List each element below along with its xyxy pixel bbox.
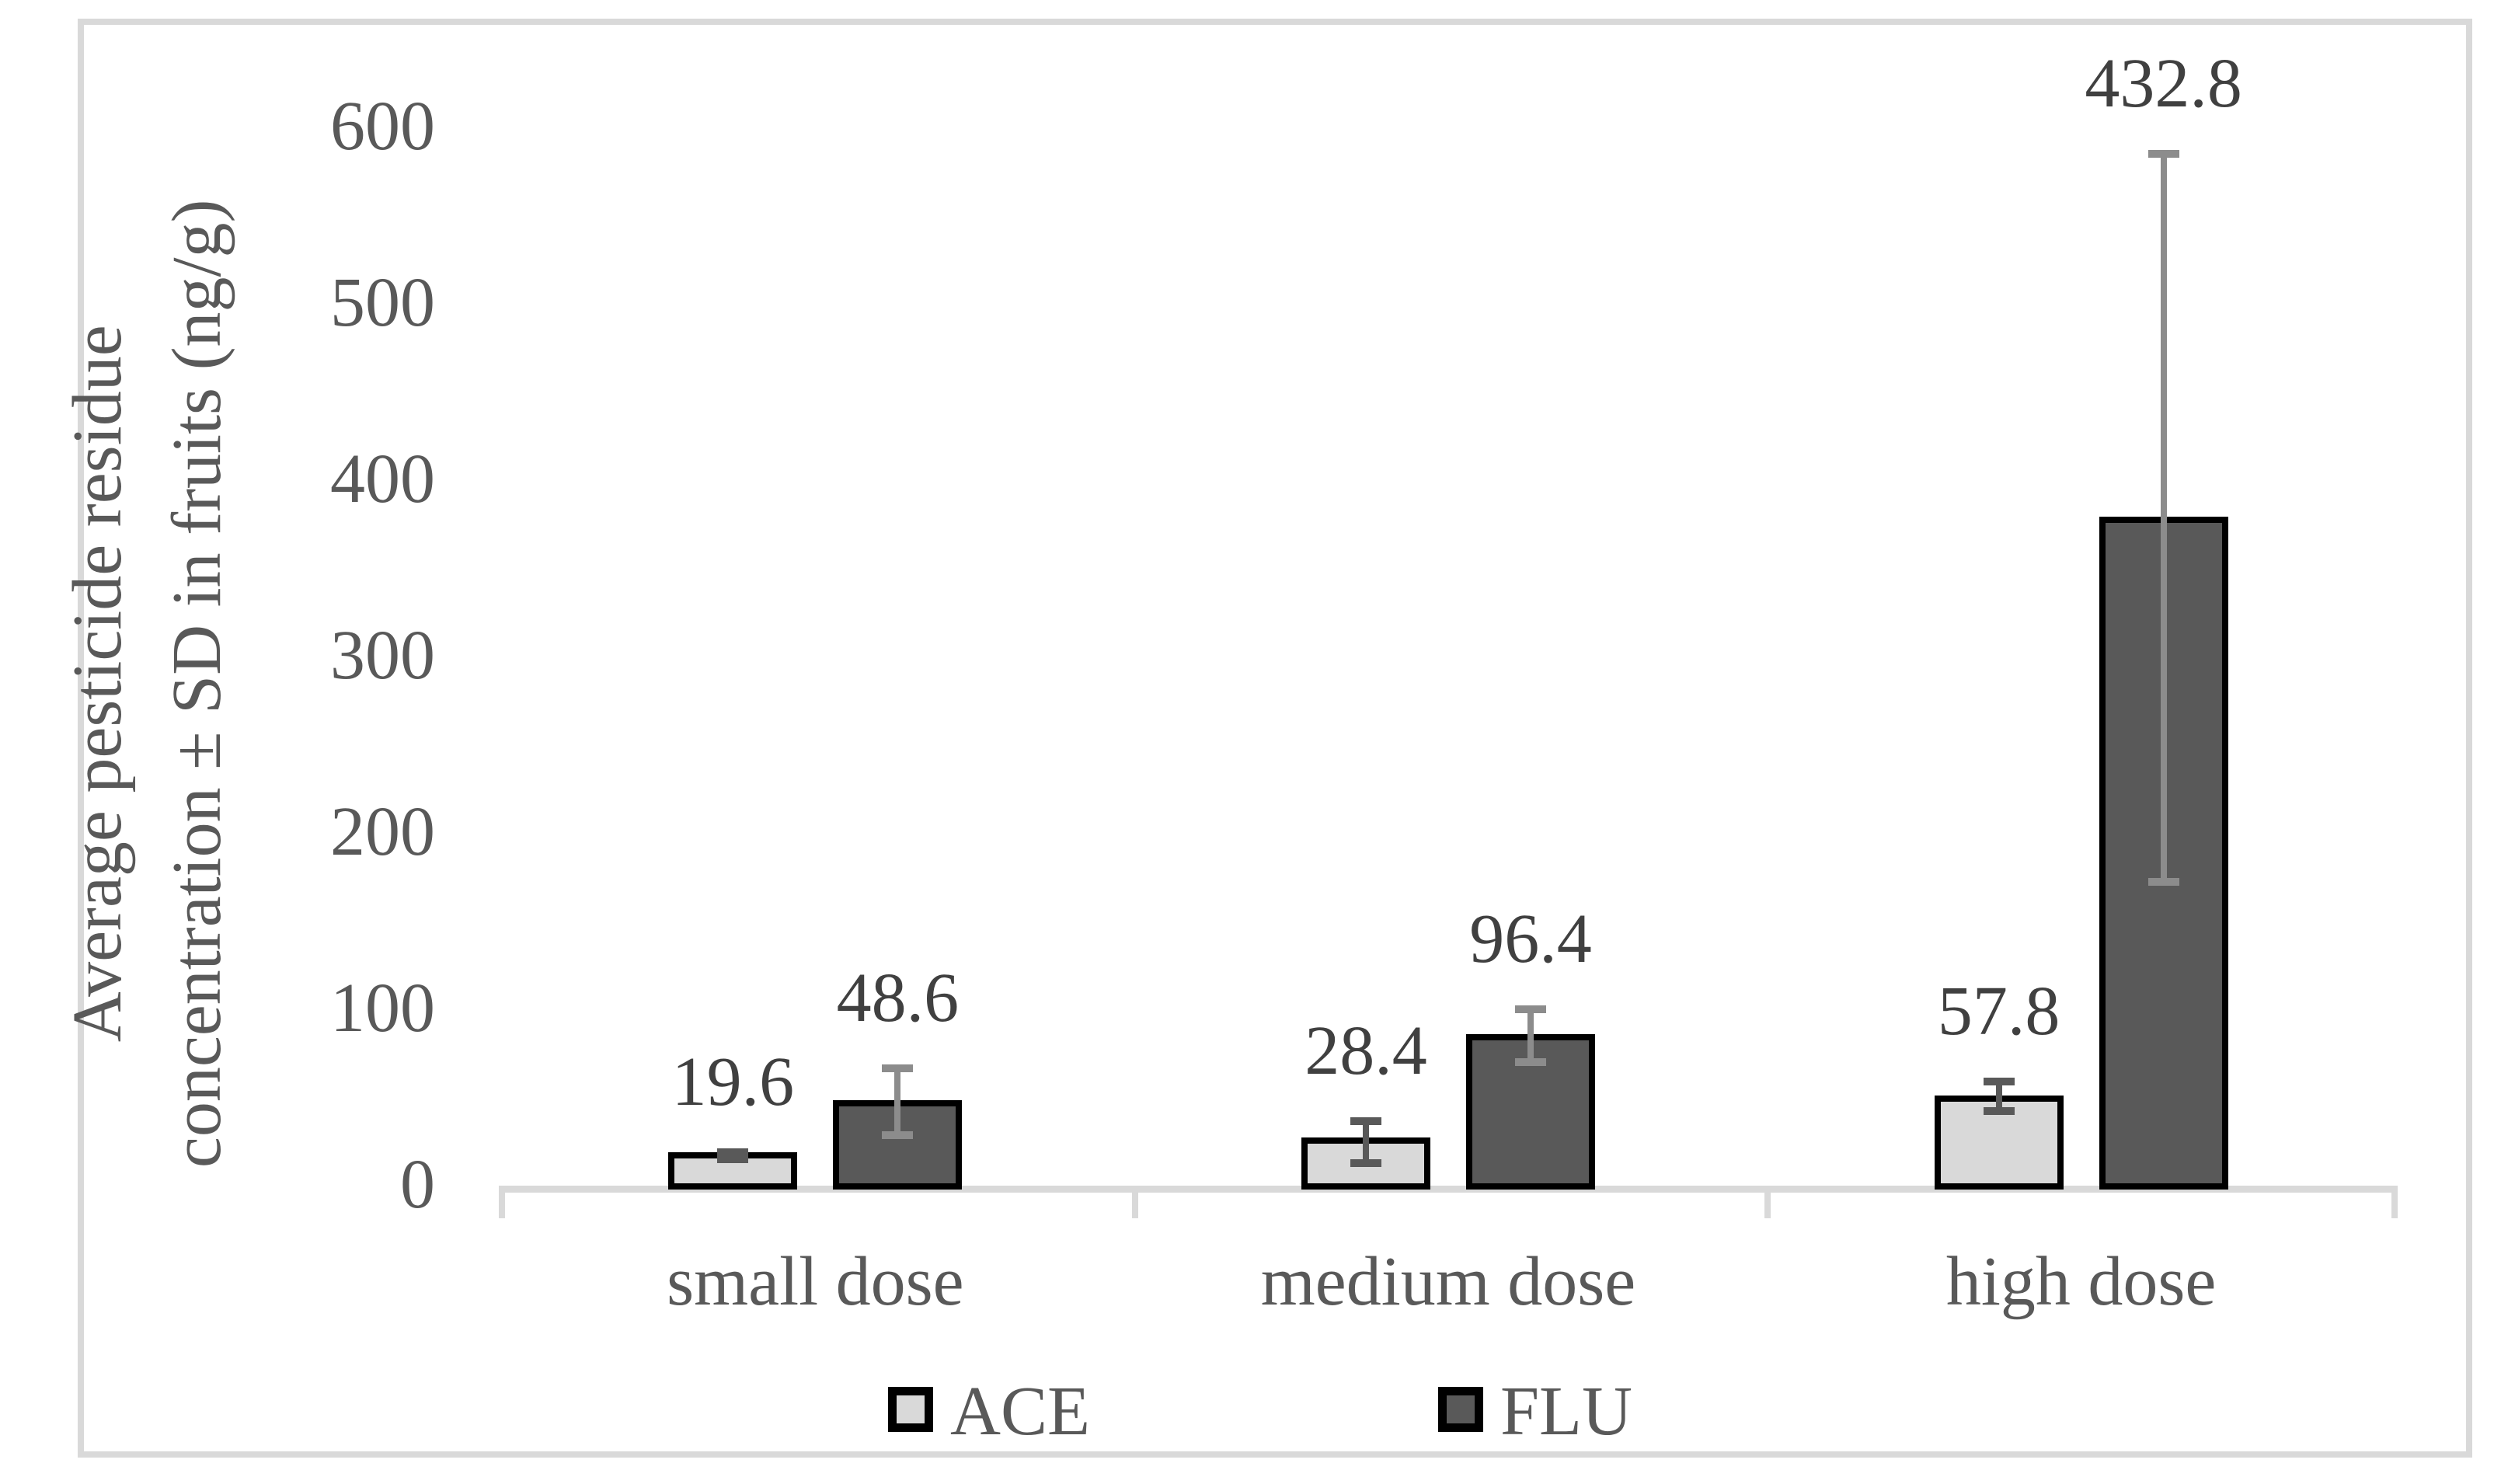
y-tick-label-400: 400 — [330, 441, 435, 517]
data-label-ACE-1: 28.4 — [1304, 1012, 1427, 1090]
error-bar-cap-bottom-ACE-1 — [1350, 1159, 1381, 1168]
error-bar-cap-top-FLU-0 — [882, 1064, 914, 1072]
x-category-label-small-dose: small dose — [667, 1243, 964, 1320]
error-bar-ACE-2 — [1995, 1077, 2002, 1116]
y-axis-title-line1: Average pesticide residue — [59, 325, 137, 1043]
error-bar-FLU-2 — [2160, 149, 2167, 886]
y-tick-label-600: 600 — [330, 88, 435, 165]
error-bar-cap-top-FLU-1 — [1515, 1005, 1546, 1013]
data-label-FLU-1: 96.4 — [1469, 900, 1592, 977]
error-bar-FLU-0 — [894, 1064, 901, 1139]
x-axis-tick — [1764, 1186, 1771, 1218]
legend-swatch-ACE — [888, 1387, 933, 1432]
error-bar-cap-bottom-ACE-2 — [1983, 1107, 2015, 1116]
data-label-ACE-2: 57.8 — [1937, 972, 2060, 1050]
error-bar-cap-bottom-ACE-0 — [717, 1155, 749, 1163]
data-label-ACE-0: 19.6 — [671, 1043, 795, 1121]
x-axis-tick — [2391, 1186, 2398, 1218]
y-tick-label-200: 200 — [330, 793, 435, 870]
error-bar-ACE-1 — [1363, 1117, 1369, 1168]
error-bar-cap-top-ACE-1 — [1350, 1117, 1381, 1126]
legend-label-FLU: FLU — [1500, 1373, 1633, 1450]
legend-swatch-FLU — [1438, 1387, 1483, 1432]
error-bar-cap-top-ACE-2 — [1983, 1077, 2015, 1085]
x-axis-tick — [499, 1186, 505, 1218]
error-bar-FLU-1 — [1527, 1005, 1534, 1066]
legend-label-ACE: ACE — [950, 1373, 1090, 1450]
data-label-FLU-0: 48.6 — [836, 959, 960, 1036]
x-axis-line — [499, 1186, 2398, 1193]
y-tick-label-0: 0 — [400, 1146, 435, 1223]
x-axis-tick — [1131, 1186, 1138, 1218]
y-tick-label-300: 300 — [330, 617, 435, 694]
y-axis-title-line2: concentration ± SD in fruits (ng/g) — [158, 199, 235, 1169]
data-label-FLU-2: 432.8 — [2085, 44, 2242, 122]
error-bar-cap-top-ACE-0 — [717, 1148, 749, 1157]
bar-FLU-medium-dose — [1466, 1033, 1595, 1190]
error-bar-cap-bottom-FLU-1 — [1515, 1058, 1546, 1066]
y-tick-label-500: 500 — [330, 264, 435, 341]
x-category-label-high-dose: high dose — [1945, 1243, 2217, 1320]
figure-frame — [78, 19, 2472, 1458]
y-axis-title: Average pesticide residue concentration … — [48, 23, 247, 1344]
x-category-label-medium-dose: medium dose — [1260, 1243, 1636, 1320]
y-tick-label-100: 100 — [330, 970, 435, 1047]
error-bar-cap-bottom-FLU-2 — [2147, 878, 2179, 886]
error-bar-cap-bottom-FLU-0 — [882, 1130, 914, 1139]
error-bar-cap-top-FLU-2 — [2147, 149, 2179, 158]
